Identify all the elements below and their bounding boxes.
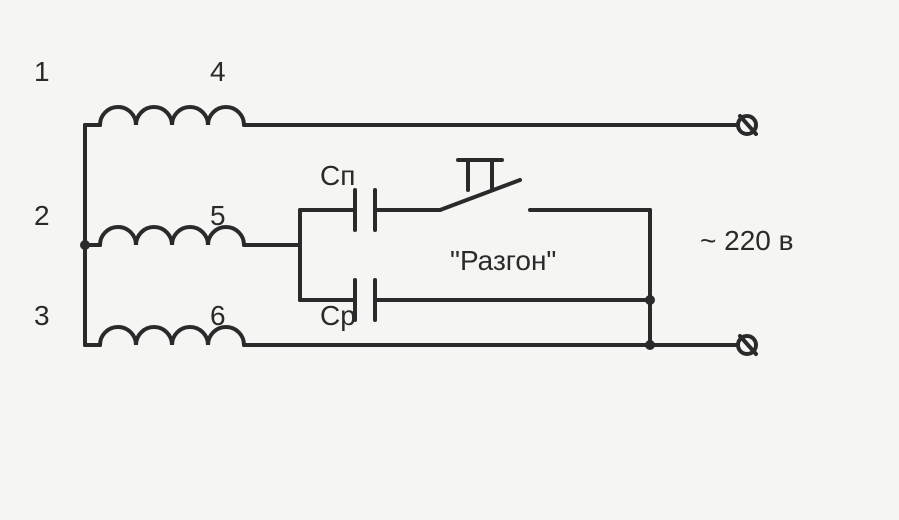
label-switch-text: "Разгон"	[450, 245, 556, 277]
label-cap-top: Сп	[320, 160, 355, 192]
label-voltage: ~ 220 в	[700, 225, 794, 257]
label-cap-bot: Ср	[320, 300, 356, 332]
label-4: 4	[210, 56, 226, 88]
label-5: 5	[210, 200, 226, 232]
label-1: 1	[34, 56, 50, 88]
label-2: 2	[34, 200, 50, 232]
label-6: 6	[210, 300, 226, 332]
label-3: 3	[34, 300, 50, 332]
